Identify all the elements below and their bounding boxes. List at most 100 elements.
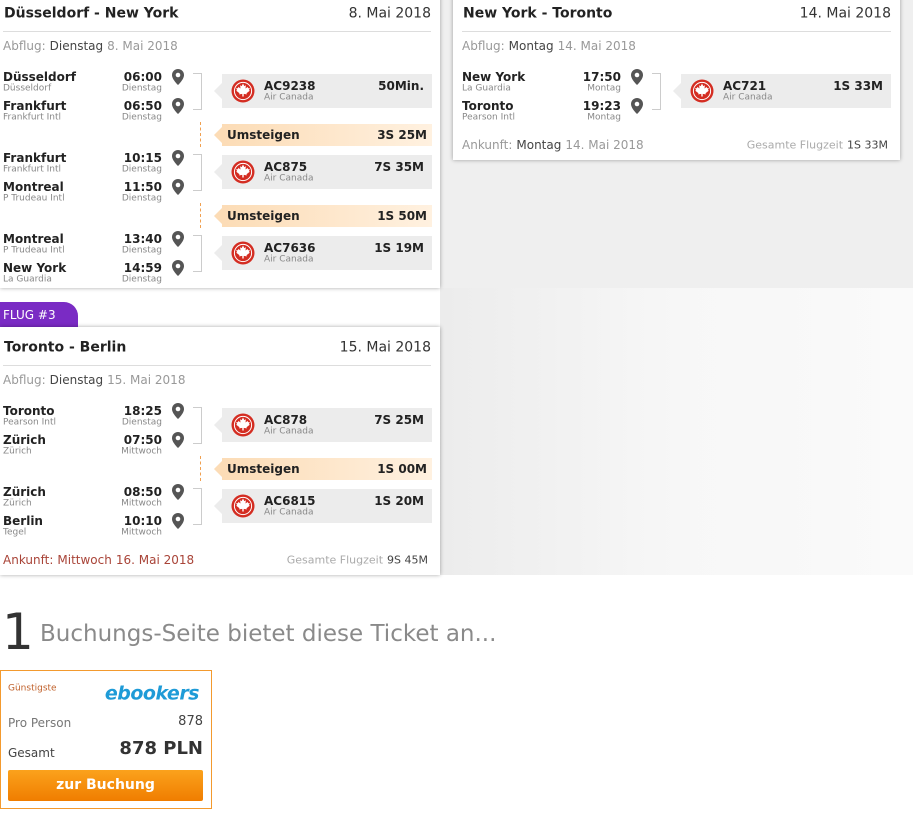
info-line: Ankunft: Mittwoch 16. Mai 2018 <box>3 553 194 567</box>
total-value: 1S 33M <box>847 138 888 152</box>
location-pin-svg <box>172 231 184 247</box>
arrival-airport: Tegel <box>3 527 27 538</box>
airline-logo-svg <box>231 79 255 103</box>
arrival-city: Montreal <box>3 179 64 194</box>
divider <box>3 365 431 366</box>
location-pin-svg <box>172 98 184 114</box>
info-date: 14. Mai 2018 <box>565 138 644 152</box>
arrival-day: Mittwoch <box>121 446 162 457</box>
transfer-duration: 1S 50M <box>377 208 427 223</box>
flight-code: AC9238 <box>264 78 316 93</box>
info-line: Abflug: Dienstag 8. Mai 2018 <box>3 39 178 53</box>
transfer-box <box>222 205 432 227</box>
info-date: 15. Mai 2018 <box>107 373 186 387</box>
transfer-box <box>222 458 432 480</box>
location-pin-svg <box>172 432 184 448</box>
airline-logo-svg <box>690 79 714 103</box>
total-label: Gesamt <box>8 745 55 760</box>
connector <box>193 488 202 525</box>
location-pin-svg <box>631 69 643 85</box>
arrival-time: 14:59 <box>123 260 162 275</box>
arrival-day: Dienstag <box>121 274 162 285</box>
flight-code: AC7636 <box>264 240 316 255</box>
departure-time: 17:50 <box>582 69 621 84</box>
info-date: 16. Mai 2018 <box>115 553 195 567</box>
location-pin <box>172 69 184 85</box>
location-pin <box>172 260 184 276</box>
flight-box <box>222 236 432 270</box>
flight-duration: 50Min. <box>378 78 424 93</box>
airline-logo-svg <box>231 241 255 265</box>
flight-box-notch <box>214 417 222 433</box>
total-duration: Gesamte Flugzeit 1S 33M <box>747 139 888 152</box>
flight-card: Düsseldorf - New York 8. Mai 2018 Abflug: D… <box>0 0 440 288</box>
offer-badge: Günstigste <box>8 683 57 694</box>
departure-day: Mittwoch <box>121 498 162 509</box>
airline-logo <box>690 79 714 103</box>
location-pin-svg <box>172 260 184 276</box>
book-button[interactable]: zur Buchung <box>8 770 203 801</box>
divider <box>3 31 431 32</box>
connector <box>193 154 202 191</box>
total-price: 878 PLN <box>119 738 203 760</box>
total-label: Gesamte Flugzeit <box>286 553 384 567</box>
info-label: Abflug: <box>3 373 46 387</box>
arrival-day: Montag <box>587 112 621 123</box>
flight-duration: 1S 19M <box>374 240 424 255</box>
flight-box <box>222 74 432 108</box>
airline-logo <box>231 79 255 103</box>
flight-box <box>681 74 891 108</box>
departure-city: Zürich <box>3 484 46 499</box>
info-line: Abflug: Dienstag 15. Mai 2018 <box>3 373 185 387</box>
departure-time: 08:50 <box>123 484 162 499</box>
airline-logo <box>231 494 255 518</box>
arrival-airport: Zürich <box>3 446 32 457</box>
transfer-box <box>222 124 432 146</box>
route-title: New York - Toronto <box>463 5 613 22</box>
departure-time: 13:40 <box>123 231 162 246</box>
arrival-day: Mittwoch <box>121 527 162 538</box>
transfer-duration: 3S 25M <box>377 127 427 142</box>
location-pin-svg <box>172 513 184 529</box>
departure-city: Montreal <box>3 231 64 246</box>
departure-day: Dienstag <box>121 83 162 94</box>
flight-duration: 1S 33M <box>833 78 883 93</box>
transfer-line <box>200 203 201 228</box>
transfer-line <box>200 456 201 481</box>
arrival-time: 11:50 <box>123 179 162 194</box>
transfer-label: Umsteigen <box>227 461 300 476</box>
airline-name: Air Canada <box>264 92 314 103</box>
location-pin <box>172 98 184 114</box>
arrival-time: 06:50 <box>123 98 162 113</box>
info-date: 8. Mai 2018 <box>107 39 178 53</box>
airline-name: Air Canada <box>264 507 314 518</box>
offer-count: 1 <box>2 603 34 661</box>
info-label: Ankunft: <box>462 138 513 152</box>
location-pin-svg <box>631 98 643 114</box>
arrival-airport: Pearson Intl <box>462 112 516 123</box>
arrival-time: 10:10 <box>123 513 162 528</box>
transfer-line <box>200 122 201 147</box>
location-pin <box>172 231 184 247</box>
flight-badge: FLUG #3 <box>0 302 78 328</box>
offer-heading: Buchungs-Seite bietet diese Ticket an... <box>40 621 497 647</box>
flight-date: 8. Mai 2018 <box>348 5 431 22</box>
airline-name: Air Canada <box>723 92 773 103</box>
flight-box-notch <box>673 83 681 99</box>
airline-name: Air Canada <box>264 173 314 184</box>
transfer-duration: 1S 00M <box>377 461 427 476</box>
departure-airport: Frankfurt Intl <box>3 164 62 175</box>
departure-airport: P Trudeau Intl <box>3 245 65 256</box>
location-pin <box>172 513 184 529</box>
location-pin <box>631 69 643 85</box>
departure-city: Toronto <box>3 403 55 418</box>
offer-card: Günstigste ebookers Pro Person 878 Gesam… <box>0 670 212 809</box>
flight-date: 15. Mai 2018 <box>339 339 431 356</box>
departure-time: 18:25 <box>123 403 162 418</box>
arrival-airport: P Trudeau Intl <box>3 193 65 204</box>
location-pin-svg <box>172 179 184 195</box>
departure-day: Montag <box>587 83 621 94</box>
departure-city: Frankfurt <box>3 150 67 165</box>
route-title: Toronto - Berlin <box>4 339 127 356</box>
